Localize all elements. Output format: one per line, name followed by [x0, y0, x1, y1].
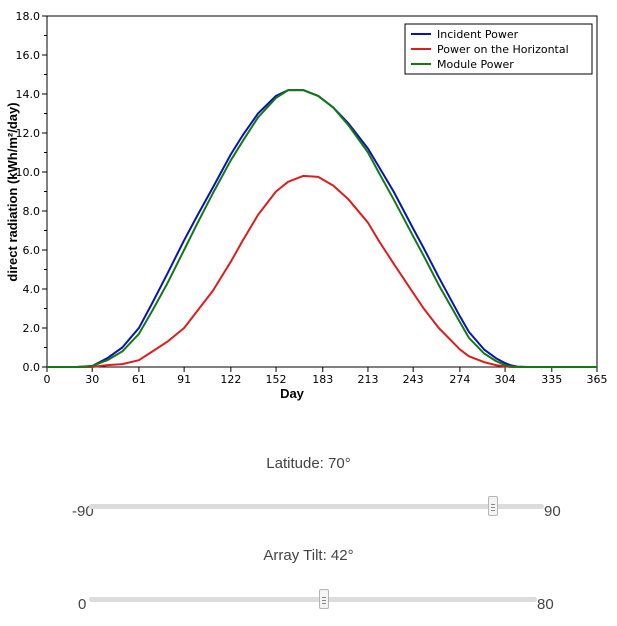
x-tick-label: 365 — [587, 373, 608, 386]
latitude-max-label: 90 — [544, 503, 561, 520]
x-axis-label: Day — [280, 386, 305, 401]
x-tick-label: 335 — [541, 373, 562, 386]
latitude-slider-track[interactable] — [89, 504, 544, 509]
tilt-max-label: 80 — [537, 596, 554, 613]
series-line-power-on-the-horizontal — [47, 174, 597, 368]
legend-entry: Module Power — [437, 58, 514, 71]
x-tick-label: 0 — [44, 373, 51, 386]
y-tick-label: 6.0 — [23, 244, 41, 257]
tilt-slider-track[interactable] — [89, 597, 537, 602]
y-tick-label: 14.0 — [16, 88, 41, 101]
x-tick-label: 213 — [357, 373, 378, 386]
legend-entry: Incident Power — [437, 28, 519, 41]
y-tick-label: 16.0 — [16, 49, 41, 62]
x-tick-label: 243 — [403, 373, 424, 386]
y-tick-label: 12.0 — [16, 127, 41, 140]
tilt-min-label: 0 — [78, 596, 87, 613]
y-tick-label: 18.0 — [16, 10, 41, 23]
legend-entry: Power on the Horizontal — [437, 43, 569, 56]
series-line-incident-power — [47, 89, 597, 368]
series-line-module-power — [47, 89, 597, 368]
x-tick-label: 30 — [85, 373, 99, 386]
x-tick-label: 304 — [495, 373, 516, 386]
tilt-slider-thumb[interactable] — [319, 589, 330, 609]
y-tick-label: 0.0 — [23, 361, 41, 374]
legend-box — [404, 23, 593, 75]
x-tick-label: 183 — [312, 373, 333, 386]
y-tick-label: 10.0 — [16, 166, 41, 179]
latitude-slider-title: Latitude: 70° — [266, 455, 351, 472]
latitude-slider-thumb[interactable] — [488, 496, 499, 516]
y-axis-label: direct radiation (kWh/m²/day) — [5, 102, 20, 281]
y-tick-label: 4.0 — [23, 283, 41, 296]
radiation-chart: 0 30 61 91 122 152 183 213 243 274 304 335 365 0.0 2.0… — [5, 10, 608, 401]
y-tick-label: 2.0 — [23, 322, 41, 335]
x-tick-label: 122 — [220, 373, 241, 386]
x-tick-label: 91 — [177, 373, 191, 386]
x-tick-label: 152 — [266, 373, 287, 386]
y-tick-label: 8.0 — [23, 205, 41, 218]
x-tick-label: 274 — [449, 373, 470, 386]
tilt-slider-title: Array Tilt: 42° — [263, 547, 354, 564]
latitude-min-label: -90 — [72, 503, 94, 520]
x-tick-label: 61 — [132, 373, 146, 386]
